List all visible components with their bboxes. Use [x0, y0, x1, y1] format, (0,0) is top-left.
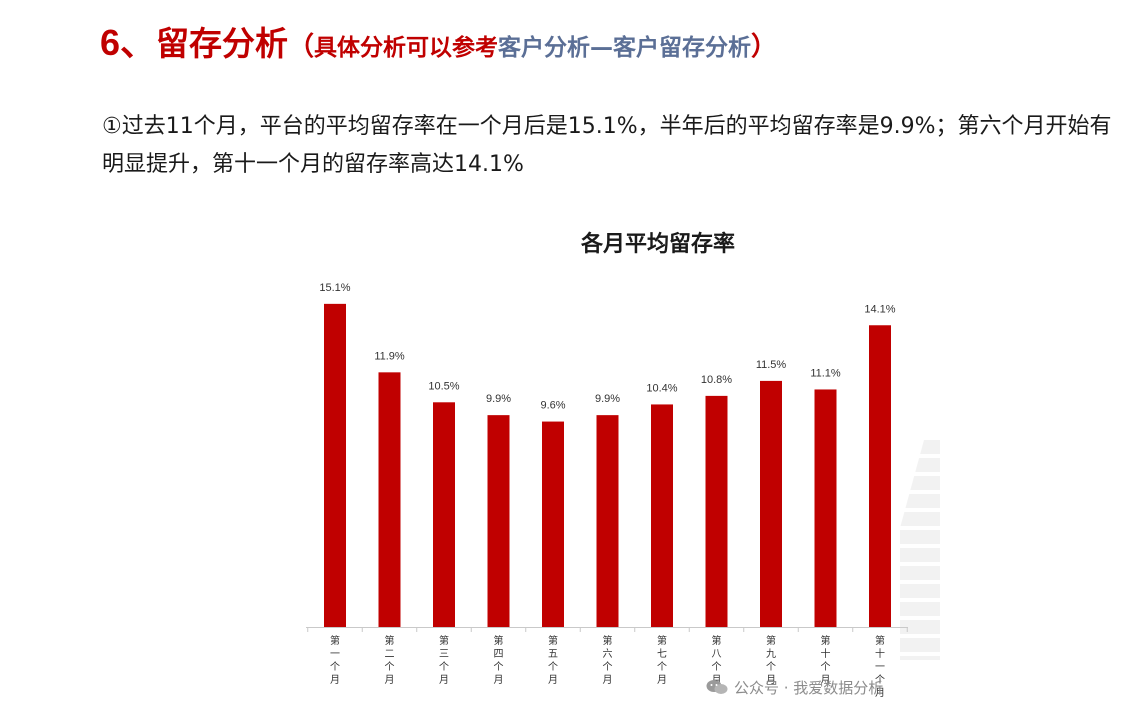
data-label: 10.5% — [428, 380, 459, 392]
bar — [596, 415, 619, 627]
bar — [487, 415, 510, 627]
data-label: 14.1% — [864, 303, 895, 315]
data-label: 11.1% — [810, 367, 841, 379]
data-label: 11.9% — [374, 350, 405, 362]
bar — [542, 421, 564, 627]
wechat-icon — [706, 680, 728, 694]
data-label: 11.5% — [756, 359, 787, 371]
data-label: 9.9% — [595, 393, 620, 405]
bar — [869, 325, 891, 627]
data-label: 9.9% — [486, 393, 511, 405]
section-number: 6、 — [100, 22, 157, 63]
category-label: 第六个月 — [603, 634, 613, 686]
bar — [324, 303, 346, 627]
section-heading: 6、留存分析（具体分析可以参考客户分析—客户留存分析） — [100, 14, 777, 66]
category-label: 第四个月 — [494, 634, 504, 686]
section-title: 留存分析 — [156, 24, 289, 63]
category-label: 第十个月 — [821, 634, 831, 686]
watermark-text: 公众号 · 我爱数据分析 — [734, 679, 884, 697]
category-label: 第八个月 — [712, 634, 722, 686]
category-label: 第五个月 — [548, 634, 558, 686]
open-paren: （ — [288, 32, 315, 62]
reference-text: 具体分析可以参考 — [314, 35, 499, 61]
reference-link[interactable]: 客户分析—客户留存分析 — [498, 35, 752, 61]
category-label: 第二个月 — [385, 634, 395, 686]
bar — [814, 389, 837, 627]
category-label: 第九个月 — [766, 634, 776, 686]
bar — [433, 402, 455, 627]
bar — [705, 395, 728, 627]
bar — [651, 404, 673, 627]
data-label: 10.4% — [646, 382, 677, 394]
category-label: 第一个月 — [330, 634, 340, 686]
bar — [378, 372, 401, 627]
category-label: 第十一个月 — [875, 634, 885, 699]
chart-title: 各月平均留存率 — [580, 232, 735, 257]
watermark: 公众号 · 我爱数据分析 — [706, 677, 883, 698]
data-label: 10.8% — [701, 374, 732, 386]
category-label: 第七个月 — [657, 634, 667, 686]
analysis-paragraph: ①过去11个月，平台的平均留存率在一个月后是15.1%，半年后的平均留存率是9.… — [102, 114, 1112, 177]
category-label: 第三个月 — [439, 634, 449, 686]
bar — [760, 380, 782, 627]
data-label: 9.6% — [540, 400, 565, 412]
close-paren: ） — [751, 32, 778, 62]
data-label: 15.1% — [319, 282, 350, 294]
